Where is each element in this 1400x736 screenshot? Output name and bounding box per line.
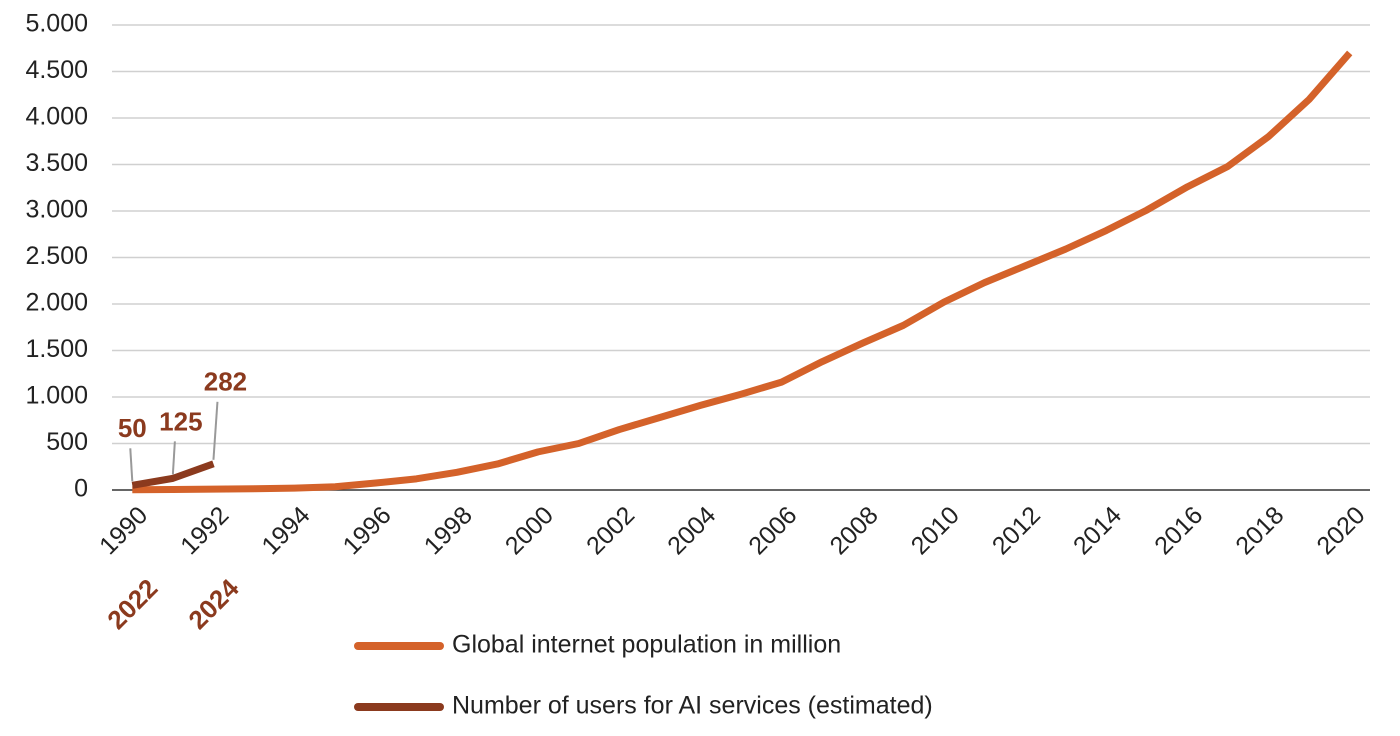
y-tick-label: 2.500 [25,242,88,270]
x-tick-label: 2004 [662,501,721,560]
leader-line [171,441,176,475]
x-tick-label: 1998 [419,501,478,560]
x-tick-label: 1990 [94,501,153,560]
y-tick-label: 5.000 [25,10,88,38]
x-tick-label: 2018 [1230,501,1289,560]
y-tick-label: 2.000 [25,289,88,317]
x-tick-label: 1994 [256,501,315,560]
y-tick-label: 1.500 [25,335,88,363]
x-tick-label: 2016 [1149,501,1208,560]
line [131,460,215,489]
data-label: 282 [204,367,247,397]
x-tick-label: 2006 [743,501,802,560]
x-tick-label: 2010 [906,501,965,560]
y-tick-label: 3.000 [25,196,88,224]
secondary-x-label: 2022 [101,573,163,635]
y-tick-label: 3.500 [25,149,88,177]
x-tick-label: 2000 [500,501,559,560]
x-tick-label: 2014 [1068,501,1127,560]
x-tick-label: 2002 [581,501,640,560]
x-tick-label: 2020 [1311,501,1370,560]
line [132,50,1353,494]
x-tick-label: 1996 [338,501,397,560]
y-tick-label: 0 [74,475,88,503]
y-tick-label: 4.500 [25,56,88,84]
y-tick-label: 1.000 [25,382,88,410]
leader-line [212,401,219,460]
data-label: 50 [118,413,147,443]
legend-label: Global internet population in million [452,631,841,659]
x-tick-label: 1992 [175,501,234,560]
x-tick-label: 2008 [825,501,884,560]
y-tick-label: 4.000 [25,103,88,131]
legend-label: Number of users for AI services (estimat… [452,692,933,720]
x-tick-label: 2012 [987,501,1046,560]
data-label: 125 [159,406,202,436]
secondary-x-label: 2024 [182,573,244,635]
y-tick-label: 500 [46,428,88,456]
leader-line [129,448,134,482]
